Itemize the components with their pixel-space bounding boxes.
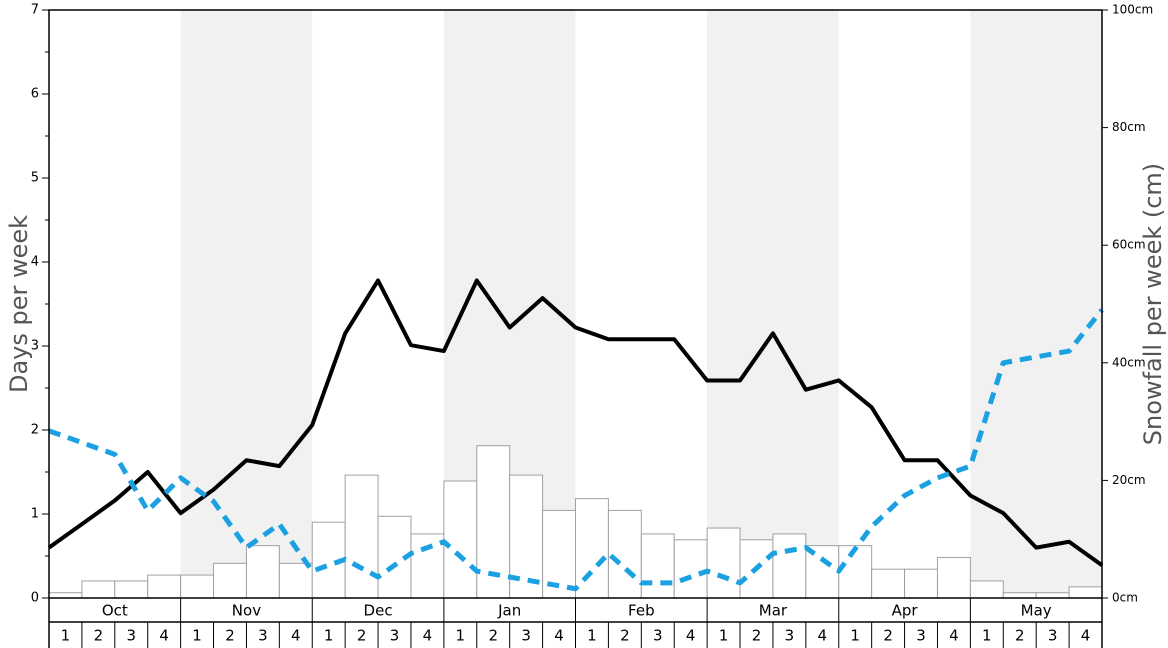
snowfall-bar [871,568,906,599]
right-tick-label: 20cm [1112,473,1146,487]
snowfall-bar [278,562,313,599]
week-label: 3 [390,627,400,645]
week-label: 4 [686,627,696,645]
week-label: 2 [357,627,367,645]
month-label: Feb [628,602,655,620]
week-label: 2 [752,627,762,645]
snowfall-bar [48,592,83,599]
week-label: 2 [488,627,498,645]
right-tick-label: 40cm [1112,355,1146,369]
month-label: Dec [364,602,393,620]
right-tick-label: 100cm [1112,3,1153,17]
week-label: 1 [192,627,202,645]
snowfall-bar [1035,592,1070,599]
snowfall-bar [969,580,1004,599]
snowfall-bar [904,568,938,599]
snowfall-bar [410,533,445,599]
left-tick-label: 6 [31,87,39,102]
month-label: Apr [892,602,919,620]
snowfall-bar [245,545,280,599]
month-axis: Oct Nov Dec Jan Feb Mar Apr May [48,598,1103,623]
snowfall-bar [147,574,182,599]
week-label: 3 [653,627,663,645]
week-label: 1 [719,627,729,645]
snowfall-bar [607,509,642,599]
week-axis: 1 2 3 4 1 2 3 4 1 2 3 4 1 2 3 4 1 2 3 4 1 2 3 4 1 2 3 4 1 2 3 4 [48,622,1103,648]
left-tick-label: 7 [31,3,39,18]
month-label: Oct [102,602,128,620]
week-label: 4 [159,627,169,645]
month-label: Nov [232,602,261,620]
week-label: 3 [785,627,795,645]
month-band [180,10,313,598]
month-band [707,10,839,598]
left-tick-label: 3 [31,339,39,354]
dashed-series-line [48,308,1104,592]
right-tick-label: 80cm [1112,120,1146,134]
week-label: 2 [225,627,235,645]
week-label: 3 [1048,627,1058,645]
week-label: 1 [61,627,71,645]
week-label: 1 [587,627,597,645]
week-label: 4 [423,627,433,645]
snowfall-bar [838,545,873,599]
month-label: Jan [497,602,521,620]
week-label: 4 [291,627,301,645]
snowfall-bar [114,580,149,599]
month-label: May [1021,602,1052,620]
week-label: 3 [258,627,268,645]
week-label: 4 [818,627,828,645]
snowfall-bar [1002,592,1037,599]
left-axis: 0 1 2 3 4 5 6 7 [31,3,49,606]
snowfall-bar [936,556,971,599]
snowfall-bar [1068,586,1103,599]
right-tick-label: 60cm [1112,238,1146,252]
left-tick-label: 0 [31,591,39,606]
snowfall-bar [640,533,675,599]
right-tick-label: 0cm [1112,591,1138,605]
week-label: 2 [1015,627,1025,645]
snowfall-bar [673,539,708,599]
week-label: 2 [94,627,104,645]
week-label: 1 [456,627,466,645]
week-label: 3 [916,627,926,645]
week-label: 2 [620,627,630,645]
month-band [838,10,971,598]
left-tick-label: 2 [31,423,39,438]
week-label: 1 [324,627,334,645]
week-label: 1 [850,627,860,645]
y-axis-right-title: Snowfall per week (cm) [1139,163,1167,445]
month-band [970,10,1102,598]
snowfall-bar [443,480,478,599]
snowfall-bars [48,445,1103,599]
month-band [49,10,181,598]
right-axis: 0cm 20cm 40cm 60cm 80cm 100cm [1102,3,1153,605]
snowfall-bar [772,533,807,599]
week-label: 3 [126,627,136,645]
snowfall-bar [213,562,247,599]
snowfall-bar [81,580,116,599]
solid-series-line [47,278,1104,567]
week-label: 4 [1081,627,1091,645]
week-label: 4 [554,627,564,645]
left-tick-label: 5 [31,171,39,186]
snowfall-bar [706,527,741,599]
snowfall-bar [575,498,609,599]
snowfall-bar [344,474,379,599]
week-label: 2 [883,627,893,645]
week-label: 4 [949,627,959,645]
left-tick-label: 1 [31,507,39,522]
month-label: Mar [759,602,788,620]
series-lines [47,278,1104,592]
week-label: 3 [521,627,531,645]
week-label: 1 [982,627,992,645]
left-tick-label: 4 [31,255,39,270]
month-bands [49,10,1102,598]
y-axis-left-title: Days per week [5,215,33,393]
snowfall-bar [180,574,215,599]
